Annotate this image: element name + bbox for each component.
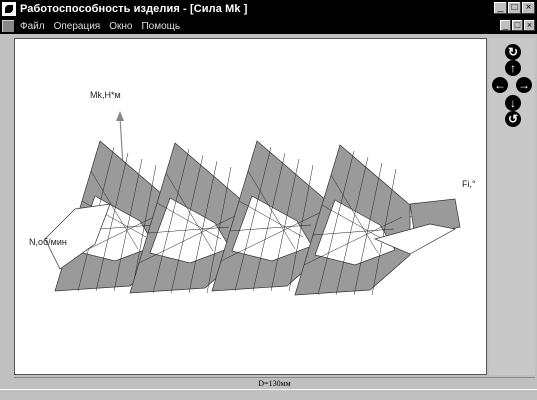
mesh-line bbox=[371, 168, 397, 296]
doc-restore-button[interactable]: □ bbox=[512, 20, 523, 31]
mesh-line bbox=[165, 172, 214, 252]
mesh-line bbox=[188, 160, 218, 294]
arrow-down-icon[interactable]: ↓ bbox=[505, 95, 521, 111]
surface-plot bbox=[44, 111, 461, 296]
mesh-line bbox=[317, 150, 355, 296]
mesh-line bbox=[353, 162, 383, 296]
mesh-line bbox=[113, 158, 143, 292]
menu-help[interactable]: Помощь bbox=[141, 20, 181, 32]
mesh-line bbox=[330, 174, 379, 254]
mesh-line bbox=[321, 204, 387, 242]
menu-window[interactable]: Окно bbox=[109, 20, 133, 32]
mesh-line bbox=[312, 228, 395, 236]
arrow-right-icon[interactable]: → bbox=[516, 77, 532, 93]
window-controls: _ □ × bbox=[494, 2, 535, 14]
mesh-line bbox=[147, 226, 230, 234]
document-controls: _ □ × bbox=[500, 20, 535, 31]
y-axis-label: Mk,Н*м bbox=[90, 90, 121, 100]
maximize-button[interactable]: □ bbox=[508, 2, 521, 14]
rotate-ccw-icon[interactable]: ↺ bbox=[505, 111, 521, 127]
mesh-line bbox=[138, 214, 238, 264]
surface-edge bbox=[44, 203, 111, 270]
title-bar: Работоспособность изделия - [Сила Mk ] _… bbox=[0, 0, 537, 18]
status-bar: D=130мм bbox=[14, 377, 535, 389]
mesh-line bbox=[131, 164, 157, 292]
z-axis-label: N,об/мин bbox=[29, 237, 67, 247]
arrow-up-icon[interactable]: ↑ bbox=[505, 60, 521, 76]
mesh-line bbox=[303, 216, 403, 266]
mesh-line bbox=[220, 212, 320, 262]
plot-canvas[interactable]: Mk,Н*м Fi,° N,об/мин bbox=[14, 38, 487, 375]
window-title: Работоспособность изделия - [Сила Mk ] bbox=[20, 3, 248, 15]
mesh-line bbox=[335, 156, 369, 296]
status-text: D=130мм bbox=[258, 379, 291, 388]
minimize-button[interactable]: _ bbox=[494, 2, 507, 14]
mesh-line bbox=[206, 166, 232, 294]
surface-face bbox=[149, 197, 231, 264]
navigation-panel: ↻ ↑ ← → ↓ ↺ bbox=[489, 38, 535, 375]
y-axis-arrowhead bbox=[116, 111, 124, 121]
mesh-line bbox=[288, 164, 314, 292]
mesh-line bbox=[90, 170, 139, 250]
mesh-line bbox=[270, 158, 300, 292]
arrow-left-icon[interactable]: ← bbox=[492, 77, 508, 93]
doc-minimize-button[interactable]: _ bbox=[500, 20, 511, 31]
doc-close-button[interactable]: × bbox=[524, 20, 535, 31]
rotate-cw-icon[interactable]: ↻ bbox=[505, 44, 521, 60]
mesh-line bbox=[247, 170, 296, 250]
surface-face bbox=[231, 195, 313, 262]
close-button[interactable]: × bbox=[522, 2, 535, 14]
bottom-strip bbox=[0, 389, 537, 400]
mesh-line bbox=[238, 200, 304, 238]
mesh-line bbox=[229, 224, 312, 232]
document-icon[interactable] bbox=[2, 20, 14, 32]
surface-edge bbox=[373, 223, 457, 255]
mesh-line bbox=[95, 152, 129, 292]
mesh-line bbox=[252, 152, 286, 292]
mesh-line bbox=[152, 148, 190, 294]
mesh-line bbox=[234, 146, 272, 292]
x-axis-label: Fi,° bbox=[462, 179, 476, 189]
mesh-line bbox=[156, 202, 222, 240]
menu-file[interactable]: Файл bbox=[20, 20, 45, 32]
mesh-line bbox=[170, 154, 204, 294]
menu-operation[interactable]: Операция bbox=[53, 20, 101, 32]
menu-bar: Файл Операция Окно Помощь _ □ × bbox=[0, 18, 537, 34]
app-icon[interactable] bbox=[2, 2, 16, 16]
